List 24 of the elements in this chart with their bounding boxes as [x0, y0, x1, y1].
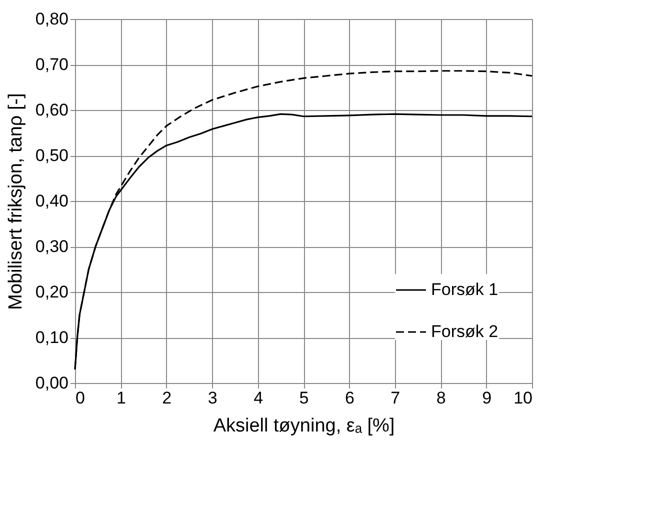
- legend-label: Forsøk 2: [431, 322, 498, 341]
- x-tick-label: 2: [162, 388, 172, 408]
- y-tick-label: 0,80: [35, 10, 68, 28]
- legend-label: Forsøk 1: [431, 280, 498, 299]
- x-tick-label: 7: [390, 388, 400, 408]
- x-axis-title: Aksiell tøyning, εₐ [%]: [213, 416, 395, 436]
- y-tick-label: 0,50: [35, 146, 68, 165]
- x-tick-label: 9: [482, 388, 492, 408]
- y-tick-label: 0,20: [35, 282, 68, 302]
- y-tick-label: 0,60: [35, 100, 68, 120]
- y-axis-title: Mobilisert friksjon, tanρ [-]: [5, 93, 26, 310]
- y-tick-label: 0,40: [35, 192, 68, 210]
- y-tick-label: 0,70: [35, 55, 68, 74]
- x-tick-label: 10: [514, 388, 532, 408]
- x-tick-label: 3: [208, 388, 218, 408]
- x-tick-label: 8: [436, 388, 446, 408]
- x-tick-label: 6: [344, 388, 354, 408]
- y-tick-label: 0,10: [35, 328, 68, 347]
- x-tick-label: 0: [76, 388, 85, 408]
- x-tick-label: 4: [254, 388, 264, 408]
- y-tick-label: 0,00: [35, 374, 68, 392]
- x-tick-label: 1: [116, 388, 126, 408]
- x-tick-label: 5: [299, 388, 309, 408]
- y-tick-label: 0,30: [35, 237, 68, 256]
